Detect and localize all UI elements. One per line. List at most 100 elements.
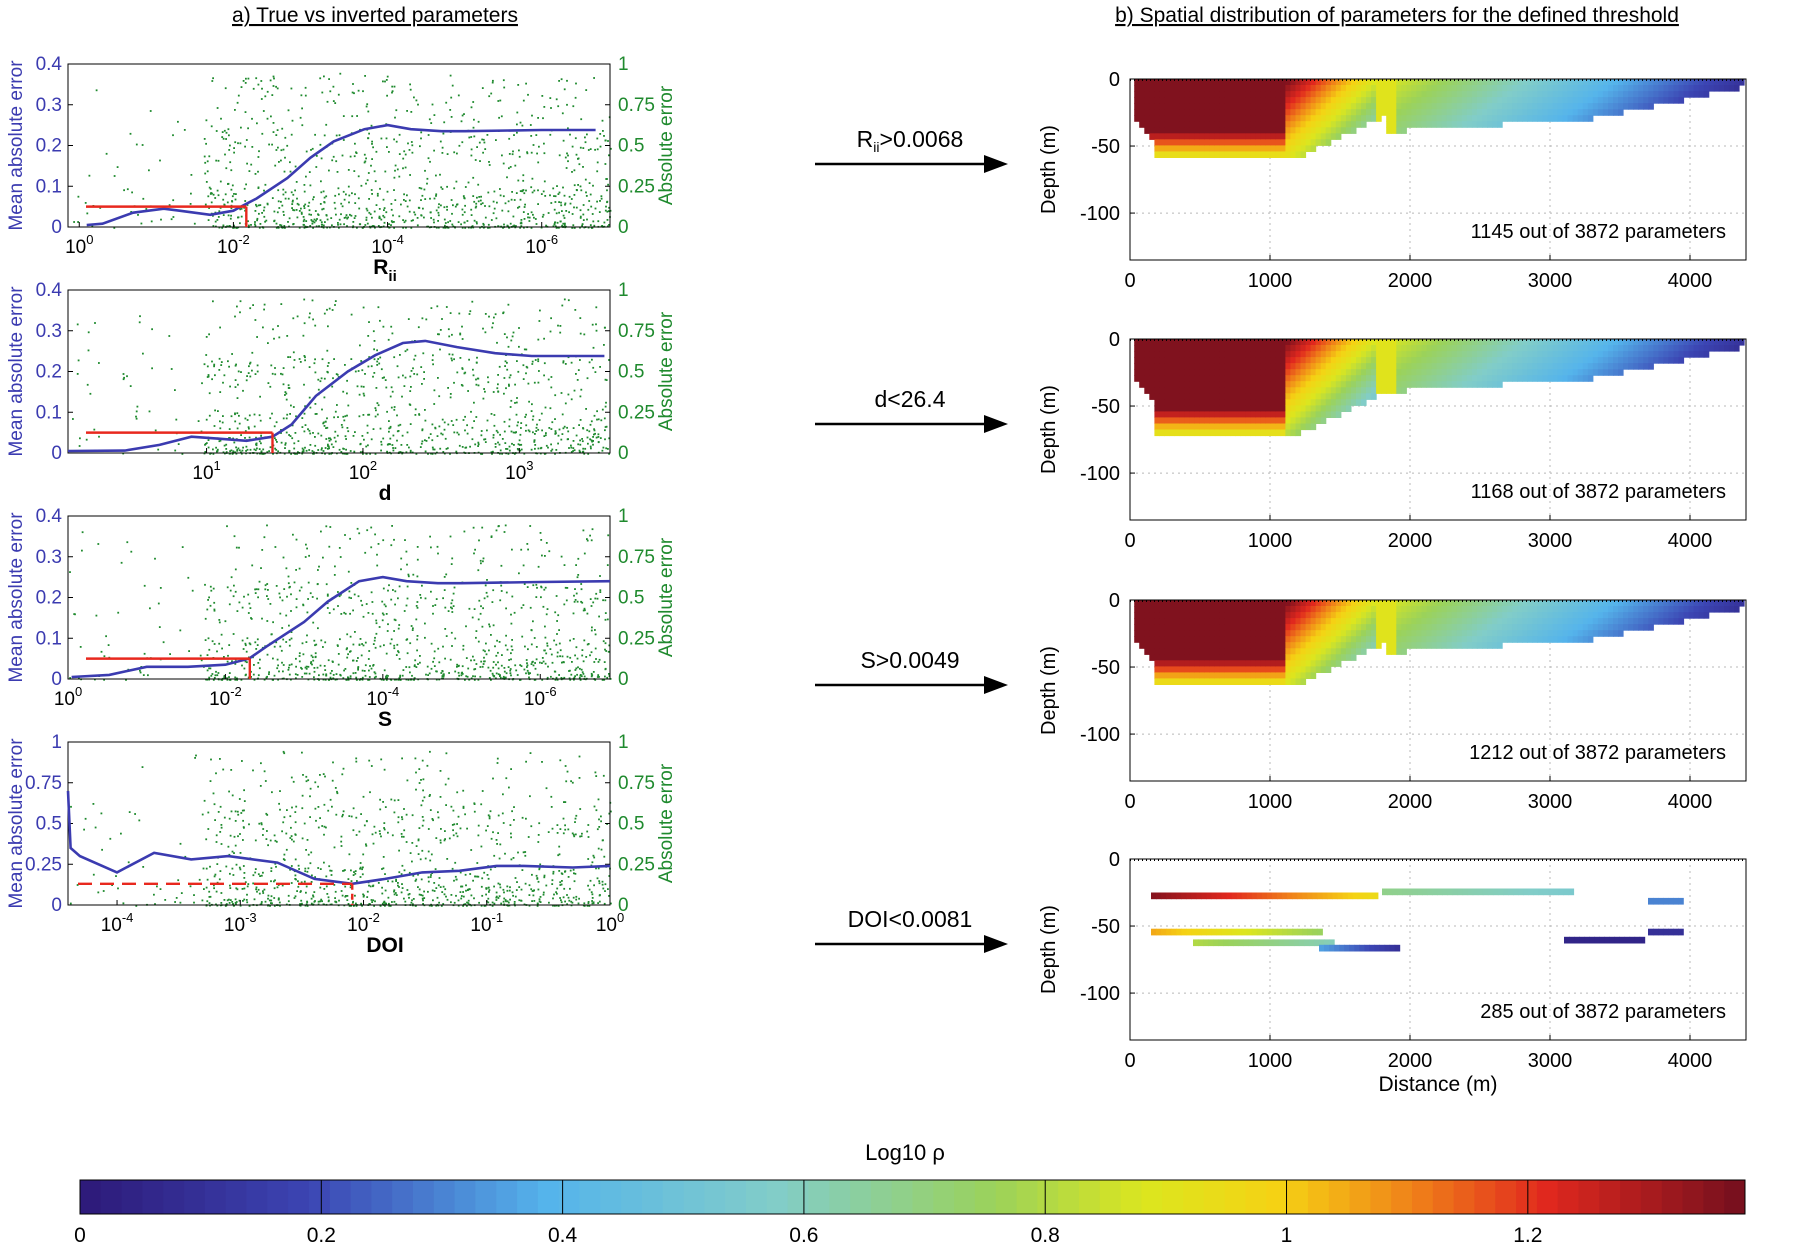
absolute-error-point: [492, 434, 495, 436]
absolute-error-point: [329, 672, 332, 675]
absolute-error-point: [323, 425, 326, 427]
x-tick-label: 10-2: [347, 910, 380, 936]
absolute-error-point: [266, 814, 269, 816]
absolute-error-point: [538, 867, 541, 869]
absolute-error-point: [235, 363, 237, 366]
absolute-error-point: [587, 836, 590, 838]
section-cell: [1250, 121, 1256, 128]
absolute-error-point: [231, 867, 234, 870]
absolute-error-point: [427, 876, 430, 879]
absolute-error-point: [354, 870, 357, 872]
absolute-error-point: [334, 787, 337, 789]
absolute-error-point: [560, 901, 563, 904]
absolute-error-point: [279, 645, 282, 648]
absolute-error-point: [258, 822, 261, 825]
section-cell: [1290, 121, 1296, 128]
absolute-error-point: [574, 872, 577, 875]
absolute-error-point: [325, 673, 328, 676]
absolute-error-point: [550, 450, 553, 452]
absolute-error-point: [492, 322, 494, 325]
absolute-error-point: [381, 600, 384, 603]
absolute-error-point: [393, 893, 396, 896]
absolute-error-point: [580, 600, 582, 603]
absolute-error-point: [490, 837, 493, 840]
absolute-error-point: [346, 414, 348, 417]
absolute-error-point: [366, 890, 369, 893]
absolute-error-point: [303, 218, 306, 221]
absolute-error-point: [271, 94, 274, 96]
absolute-error-point: [224, 87, 227, 90]
absolute-error-point: [277, 226, 280, 229]
absolute-error-point: [256, 370, 259, 373]
absolute-error-point: [337, 223, 339, 226]
absolute-error-point: [294, 165, 297, 168]
absolute-error-point: [365, 445, 368, 448]
absolute-error-point: [505, 634, 507, 637]
absolute-error-point: [393, 644, 396, 647]
absolute-error-point: [555, 904, 558, 907]
absolute-error-point: [253, 664, 255, 666]
absolute-error-point: [297, 885, 300, 888]
section-cell: [1310, 91, 1317, 98]
y-tick-label-right: 0.25: [618, 402, 655, 423]
section-cell: [1224, 139, 1231, 146]
absolute-error-point: [435, 887, 438, 889]
absolute-error-point: [326, 218, 329, 221]
absolute-error-point: [554, 394, 557, 397]
absolute-error-point: [69, 571, 71, 573]
absolute-error-point: [212, 225, 215, 227]
absolute-error-point: [370, 765, 373, 767]
absolute-error-point: [382, 587, 385, 590]
absolute-error-point: [260, 98, 263, 100]
section-cell: [1250, 115, 1256, 122]
absolute-error-point: [358, 532, 361, 535]
absolute-error-point: [372, 146, 374, 149]
absolute-error-point: [284, 156, 286, 159]
absolute-error-point: [450, 96, 453, 99]
absolute-error-point: [234, 902, 237, 904]
absolute-error-point: [599, 145, 602, 148]
absolute-error-point: [582, 213, 585, 216]
absolute-error-point: [445, 573, 448, 576]
absolute-error-point: [330, 438, 332, 441]
absolute-error-point: [334, 678, 337, 681]
absolute-error-point: [550, 653, 553, 656]
absolute-error-point: [454, 637, 457, 640]
absolute-error-point: [269, 79, 272, 82]
absolute-error-point: [354, 202, 357, 204]
absolute-error-point: [453, 151, 456, 154]
absolute-error-point: [283, 853, 286, 856]
absolute-error-point: [575, 898, 578, 901]
absolute-error-point: [468, 358, 470, 361]
absolute-error-point: [400, 203, 402, 206]
absolute-error-point: [342, 677, 345, 679]
absolute-error-point: [382, 80, 384, 83]
absolute-error-point: [530, 825, 533, 828]
absolute-error-point: [263, 215, 266, 218]
absolute-error-point: [422, 778, 425, 781]
absolute-error-point: [246, 661, 248, 664]
absolute-error-point: [254, 592, 257, 594]
absolute-error-point: [386, 190, 389, 193]
absolute-error-point: [123, 376, 125, 379]
absolute-error-point: [270, 364, 273, 367]
absolute-error-point: [267, 844, 269, 847]
absolute-error-point: [532, 894, 535, 897]
absolute-error-point: [349, 677, 352, 680]
absolute-error-point: [568, 677, 571, 680]
absolute-error-point: [242, 648, 245, 650]
absolute-error-point: [361, 669, 364, 672]
absolute-error-point: [236, 227, 238, 229]
absolute-error-point: [304, 405, 306, 408]
absolute-error-point: [459, 871, 462, 874]
absolute-error-point: [482, 607, 484, 610]
absolute-error-point: [408, 199, 411, 202]
section-cell: [1315, 115, 1322, 122]
x-tick-label: 10-2: [209, 684, 242, 710]
absolute-error-point: [284, 197, 287, 200]
absolute-error-point: [374, 831, 377, 834]
absolute-error-point: [317, 627, 319, 630]
section-cell: [1164, 115, 1170, 122]
absolute-error-point: [393, 678, 396, 681]
absolute-error-point: [91, 225, 94, 227]
